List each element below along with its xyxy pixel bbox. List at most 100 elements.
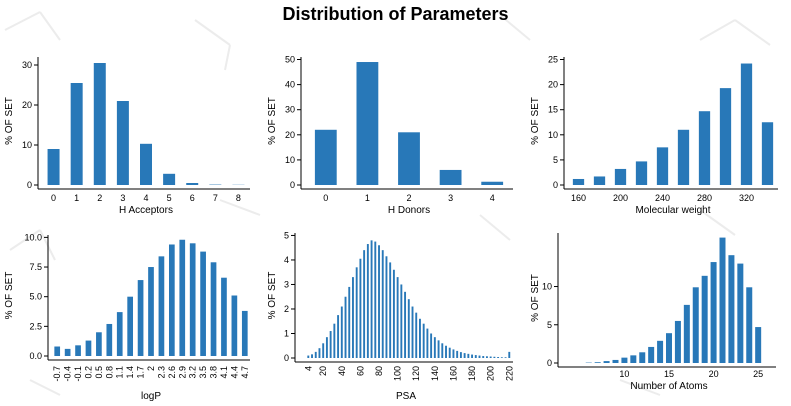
bar xyxy=(572,178,585,185)
x-tick-label: 2 xyxy=(97,193,102,203)
x-tick-label: 160 xyxy=(448,366,458,381)
bar xyxy=(441,343,444,358)
bar xyxy=(452,349,455,358)
y-tick-label: 2 xyxy=(284,304,289,314)
x-tick-label: 3.8 xyxy=(209,366,219,379)
bar xyxy=(426,328,429,358)
bar xyxy=(374,241,377,358)
x-tick-label: 15 xyxy=(664,369,674,379)
x-tick-label: 4.4 xyxy=(229,366,239,379)
x-tick-label: 40 xyxy=(337,366,347,376)
bar xyxy=(419,318,421,358)
bar xyxy=(106,323,113,356)
x-tick-label: 1.4 xyxy=(125,366,135,379)
chart-psa: % OF SET 0 1 2 3 4 5 4 20 40 60 80 100 120 140 160 180 20… xyxy=(267,230,514,402)
bar xyxy=(378,245,380,358)
bar xyxy=(630,355,637,363)
bar xyxy=(698,111,711,185)
y-tick-label: 0 xyxy=(290,180,295,190)
x-tick-label: 2.6 xyxy=(167,366,177,379)
bar xyxy=(719,237,726,363)
x-tick-label: -0.1 xyxy=(73,366,83,382)
bar xyxy=(497,357,500,358)
bar xyxy=(635,161,648,185)
bar xyxy=(85,340,92,356)
y-tick-label: 5.0 xyxy=(29,292,42,302)
x-tick-label: 4.1 xyxy=(219,366,229,379)
x-tick-label: 10 xyxy=(619,369,629,379)
bar xyxy=(70,83,83,185)
bar xyxy=(400,284,403,358)
x-tick-label: 2 xyxy=(146,366,156,371)
y-axis-label: % OF SET xyxy=(267,97,278,145)
x-tick-label: 4 xyxy=(303,366,313,371)
x-tick-label: 60 xyxy=(355,366,365,376)
bar xyxy=(463,353,466,358)
x-axis-label: Molecular weight xyxy=(635,205,710,216)
y-tick-label: 10 xyxy=(22,140,32,150)
bar xyxy=(648,346,655,363)
bar xyxy=(728,255,735,363)
bar xyxy=(692,287,699,363)
bar xyxy=(411,306,414,358)
bar xyxy=(47,149,60,185)
x-axis-label: PSA xyxy=(396,391,416,402)
y-tick-label: 0 xyxy=(284,353,289,363)
y-tick-label: 0 xyxy=(553,180,558,190)
chart-h-donors: % OF SET 0 10 20 30 40 50 0 1 2 3 4 H Donors xyxy=(267,55,513,216)
bar xyxy=(75,345,81,356)
y-axis-label: % OF SET xyxy=(530,274,541,322)
bar xyxy=(64,348,71,356)
x-tick-label: 1 xyxy=(365,193,370,203)
x-tick-label: 7 xyxy=(213,193,218,203)
bar xyxy=(719,88,732,185)
bar xyxy=(325,337,328,358)
bar xyxy=(467,353,470,358)
bar xyxy=(54,346,61,356)
bar xyxy=(407,299,410,358)
bar xyxy=(333,323,336,358)
bar xyxy=(459,352,462,358)
y-axis-label: % OF SET xyxy=(530,97,541,145)
bar xyxy=(614,168,627,185)
bar xyxy=(210,262,217,356)
bar xyxy=(656,147,669,185)
bar xyxy=(396,277,399,358)
y-tick-label: 2.5 xyxy=(29,321,42,331)
bar xyxy=(221,277,227,356)
bar xyxy=(137,280,144,356)
x-tick-label: 0.5 xyxy=(94,366,104,379)
bar xyxy=(448,347,451,358)
bar xyxy=(621,357,628,363)
bar xyxy=(677,129,690,185)
y-axis-label: % OF SET xyxy=(4,97,15,145)
bar xyxy=(329,331,332,358)
x-tick-label: 4 xyxy=(490,193,495,203)
bar xyxy=(381,250,384,358)
bar xyxy=(746,287,753,363)
bar xyxy=(366,244,369,358)
bar xyxy=(392,269,395,358)
y-tick-label: 0 xyxy=(547,358,552,368)
x-tick-label: 25 xyxy=(753,369,763,379)
x-tick-label: 20 xyxy=(318,366,328,376)
bar xyxy=(657,340,664,363)
bar xyxy=(666,333,672,363)
bar xyxy=(683,304,690,363)
x-tick-label: 120 xyxy=(411,366,421,381)
bar xyxy=(504,357,507,358)
x-tick-label: 2.9 xyxy=(177,366,187,379)
y-tick-label: 7.5 xyxy=(29,262,42,272)
bar xyxy=(415,312,418,358)
bar xyxy=(179,239,186,356)
bar xyxy=(355,267,358,358)
x-tick-label: 200 xyxy=(486,366,496,381)
x-tick-label: 280 xyxy=(697,193,712,203)
x-tick-label: 1.1 xyxy=(115,366,125,379)
bar xyxy=(433,337,436,358)
x-tick-label: 3 xyxy=(448,193,453,203)
bar xyxy=(485,356,488,358)
bar xyxy=(314,129,337,185)
bar xyxy=(481,181,504,185)
